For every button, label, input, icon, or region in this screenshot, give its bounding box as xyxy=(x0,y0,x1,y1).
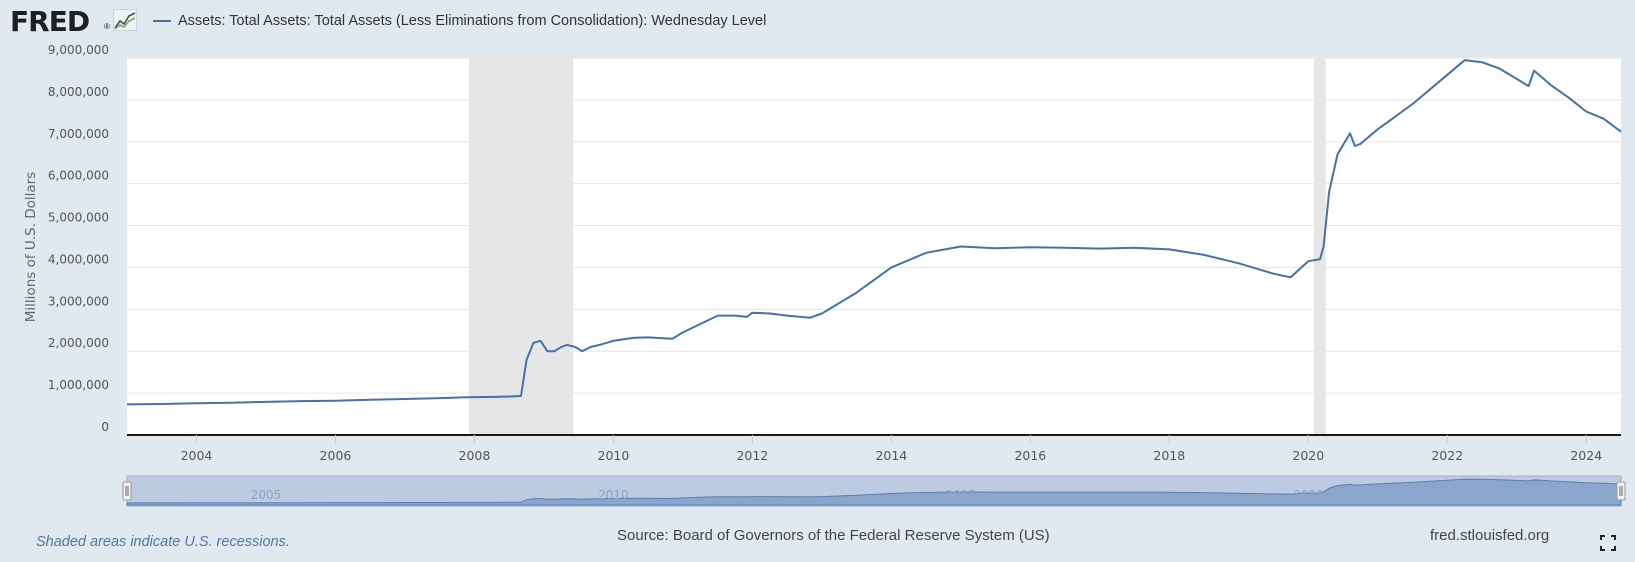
gridlines: 0 1,000,000 2,000,000 3,000,000 4,000,000 5,0… xyxy=(48,43,1621,434)
navigator-left-handle[interactable] xyxy=(122,481,132,501)
x-tick-label-8: 2020 xyxy=(1292,448,1324,463)
fred-logo-registered-mark: ® xyxy=(104,22,110,31)
navigator-right-handle[interactable] xyxy=(1616,481,1626,501)
x-tick-label-4: 2012 xyxy=(736,448,768,463)
x-tick-label-3: 2010 xyxy=(598,448,630,463)
y-tick-label-1: 1,000,000 xyxy=(48,378,109,392)
x-tick-label-2: 2008 xyxy=(459,448,491,463)
series-line-1 xyxy=(126,59,1622,406)
source-text: Source: Board of Governors of the Federa… xyxy=(617,527,1050,544)
y-tick-label-2: 2,000,000 xyxy=(48,336,109,350)
y-tick-label-6: 6,000,000 xyxy=(48,169,109,183)
recession-band-2 xyxy=(1313,58,1326,435)
legend-series-label: Assets: Total Assets: Total Assets (Less… xyxy=(178,13,767,29)
fred-logo[interactable]: FRED xyxy=(10,5,90,38)
navigator[interactable]: 2005 2010 2015 2020 xyxy=(122,475,1626,507)
y-tick-label-0: 0 xyxy=(101,420,109,434)
recession-note: Shaded areas indicate U.S. recessions. xyxy=(36,534,290,550)
line-chart-icon xyxy=(113,9,137,31)
plot-background xyxy=(127,58,1621,435)
axes: 2004 2006 2008 2010 2012 2014 2016 2018 2020 2022… xyxy=(127,434,1621,463)
series-layer xyxy=(126,59,1622,406)
x-tick-label-10: 2024 xyxy=(1570,448,1602,463)
y-tick-label-4: 4,000,000 xyxy=(48,252,109,266)
y-axis-label: Millions of U.S. Dollars xyxy=(23,172,39,322)
navigator-label-3: 2020 xyxy=(1293,488,1324,502)
y-tick-label-3: 3,000,000 xyxy=(48,294,109,308)
navigator-label-2: 2015 xyxy=(946,488,977,502)
fullscreen-icon[interactable] xyxy=(1600,535,1616,551)
site-link[interactable]: fred.stlouisfed.org xyxy=(1430,527,1550,544)
x-tick-label-9: 2022 xyxy=(1431,448,1463,463)
x-tick-label-0: 2004 xyxy=(181,448,213,463)
navigator-label-0: 2005 xyxy=(251,488,282,502)
y-tick-label-7: 7,000,000 xyxy=(48,127,109,141)
x-tick-label-7: 2018 xyxy=(1153,448,1185,463)
y-tick-label-8: 8,000,000 xyxy=(48,85,109,99)
x-tick-label-6: 2016 xyxy=(1014,448,1046,463)
navigator-series-area xyxy=(126,478,1622,506)
recession-bands xyxy=(127,58,1621,435)
y-tick-label-9: 9,000,000 xyxy=(48,43,109,57)
recession-band-1 xyxy=(468,58,574,435)
navigator-label-1: 2010 xyxy=(598,488,629,502)
y-tick-label-5: 5,000,000 xyxy=(48,211,109,225)
x-tick-label-5: 2014 xyxy=(875,448,907,463)
x-tick-label-1: 2006 xyxy=(320,448,352,463)
chart-header: FRED ® Assets: Total Assets: Total Asset… xyxy=(0,0,1635,40)
legend-swatch xyxy=(153,20,171,22)
